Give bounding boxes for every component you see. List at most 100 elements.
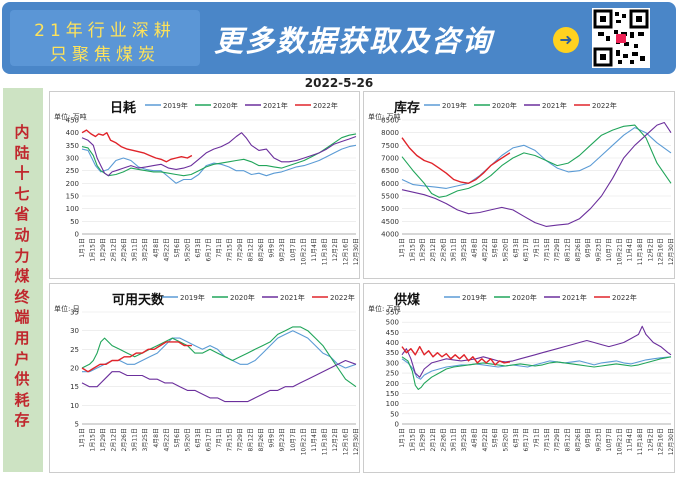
y-tick-label: 150 <box>386 390 399 398</box>
x-tick-label: 9月9日 <box>269 238 276 258</box>
x-tick-label: 11月4日 <box>627 238 634 261</box>
legend-label: 2020年 <box>512 293 537 302</box>
x-tick-label: 2月26日 <box>440 238 447 261</box>
y-tick-label: 50 <box>70 218 79 226</box>
y-tick-label: 7000 <box>381 155 399 163</box>
x-tick-label: 11月18日 <box>321 238 328 265</box>
x-tick-label: 12月2日 <box>647 238 654 261</box>
x-tick-label: 9月9日 <box>269 428 276 448</box>
consumption-chart: 单位: 万吨 日耗 2019年 2020年 2021年 2022年 0 50 100 150 200… <box>54 100 360 265</box>
x-tick-label: 5月6日 <box>174 238 181 258</box>
report-date: 2022-5-26 <box>304 76 374 90</box>
chart-title: 库存 <box>394 100 420 116</box>
y-tick-label: 7500 <box>381 142 399 150</box>
y-tick-label: 300 <box>66 155 79 163</box>
x-tick-label: 3月25日 <box>142 428 149 451</box>
y-tick-label: 250 <box>386 370 399 378</box>
x-tick-label: 10月21日 <box>616 428 623 455</box>
x-tick-label: 10月7日 <box>290 428 297 451</box>
y-tick-label: 5500 <box>381 193 399 201</box>
x-tick-label: 5月20日 <box>184 238 191 261</box>
x-tick-label: 8月26日 <box>575 428 582 451</box>
x-tick-label: 7月29日 <box>237 238 244 261</box>
y-tick-label: 50 <box>390 410 399 418</box>
legend-label: 2019年 <box>442 101 467 110</box>
x-tick-label: 12月2日 <box>332 428 339 451</box>
legend-label: 2019年 <box>180 293 205 302</box>
x-tick-label: 8月12日 <box>248 238 255 261</box>
days-chart: 单位: 日 可用天数 2019年 2020年 2021年 2022年 5 10 15 20 25 30… <box>54 292 360 455</box>
series-line <box>81 326 357 388</box>
stock-panel: 单位: 万吨 库存 2019年 2020年 2021年 2022年 4000 4500 5000… <box>363 91 675 279</box>
x-tick-label: 2月12日 <box>111 428 118 451</box>
y-tick-label: 0 <box>395 421 399 429</box>
x-tick-label: 11月18日 <box>637 238 644 265</box>
x-tick-label: 6月17日 <box>523 428 530 451</box>
x-tick-label: 1月1日 <box>399 238 406 258</box>
x-tick-label: 12月16日 <box>658 238 665 265</box>
banner-slogan: 更多数据获取及咨询 <box>214 24 494 58</box>
x-tick-label: 1月15日 <box>90 238 97 261</box>
x-tick-label: 12月16日 <box>342 428 349 455</box>
legend-label: 2021年 <box>542 101 567 110</box>
qr-code-icon <box>592 8 650 68</box>
x-tick-label: 12月16日 <box>342 238 349 265</box>
y-tick-label: 8500 <box>381 117 399 125</box>
x-tick-label: 7月15日 <box>544 428 551 451</box>
x-tick-label: 7月15日 <box>227 428 234 451</box>
x-tick-label: 6月17日 <box>523 238 530 261</box>
x-tick-label: 1月1日 <box>79 428 86 448</box>
y-tick-label: 8000 <box>381 129 399 137</box>
x-tick-label: 4月22日 <box>482 238 489 261</box>
chart-title: 日耗 <box>110 100 136 116</box>
y-tick-label: 20 <box>70 365 79 373</box>
y-tick-label: 5000 <box>381 205 399 213</box>
legend-label: 2020年 <box>213 101 238 110</box>
x-tick-label: 10月7日 <box>290 238 297 261</box>
x-tick-label: 9月23日 <box>596 238 603 261</box>
x-tick-label: 4月22日 <box>163 238 170 261</box>
x-tick-label: 6月3日 <box>195 428 202 448</box>
x-tick-label: 4月8日 <box>153 428 160 448</box>
y-tick-label: 400 <box>66 129 79 137</box>
x-tick-label: 4月8日 <box>153 238 160 258</box>
series-line <box>401 121 672 227</box>
x-tick-label: 8月26日 <box>575 238 582 261</box>
x-tick-label: 4月8日 <box>471 428 478 448</box>
series-line <box>401 127 672 189</box>
x-tick-label: 5月20日 <box>502 428 509 451</box>
x-tick-label: 5月6日 <box>492 428 499 448</box>
y-tick-label: 200 <box>66 180 79 188</box>
x-tick-label: 9月9日 <box>585 428 592 448</box>
series-line <box>81 359 357 403</box>
x-tick-label: 2月12日 <box>430 238 437 261</box>
unit-label: 单位: 万吨 <box>368 304 401 313</box>
x-tick-label: 2月26日 <box>440 428 447 451</box>
x-tick-label: 12月30日 <box>668 238 675 265</box>
x-tick-label: 3月25日 <box>461 238 468 261</box>
y-tick-label: 450 <box>66 117 79 125</box>
x-tick-label: 3月11日 <box>132 238 139 261</box>
banner-line-1: 21年行业深耕 <box>34 21 176 41</box>
x-tick-label: 10月21日 <box>300 238 307 265</box>
unit-label: 单位: 日 <box>54 304 80 313</box>
legend-label: 2022年 <box>612 293 637 302</box>
y-tick-label: 400 <box>386 339 399 347</box>
x-tick-label: 1月15日 <box>409 428 416 451</box>
legend-label: 2021年 <box>263 101 288 110</box>
series-line <box>401 356 672 390</box>
legend-label: 2019年 <box>462 293 487 302</box>
series-line <box>81 132 357 177</box>
x-tick-label: 12月16日 <box>658 428 665 455</box>
legend-label: 2020年 <box>492 101 517 110</box>
legend-label: 2021年 <box>280 293 305 302</box>
x-tick-label: 7月1日 <box>216 428 223 448</box>
side-title: 内陆十七省动力煤终端用户供耗存 <box>14 123 30 430</box>
y-tick-label: 0 <box>75 231 79 239</box>
y-tick-label: 300 <box>386 359 399 367</box>
x-tick-label: 1月15日 <box>409 238 416 261</box>
arrow-right-icon[interactable]: ➜ <box>553 27 579 53</box>
y-tick-label: 35 <box>70 309 79 317</box>
series-line <box>401 345 511 366</box>
